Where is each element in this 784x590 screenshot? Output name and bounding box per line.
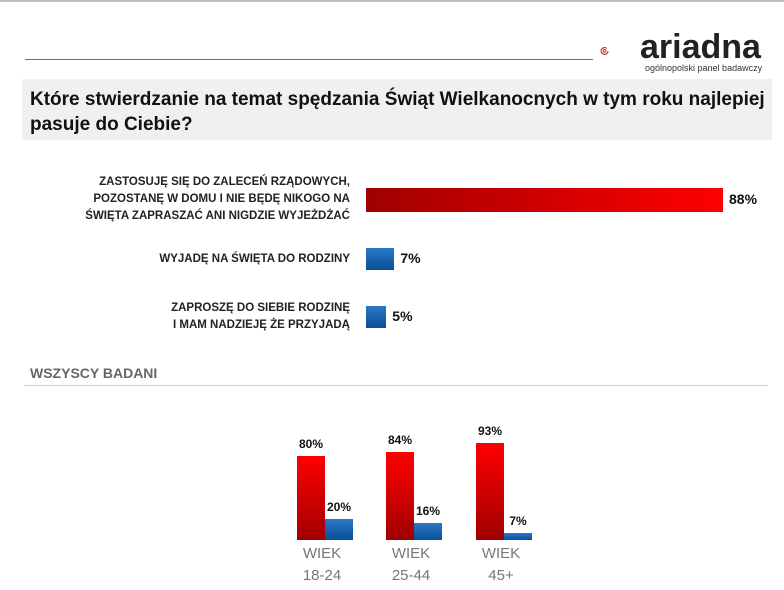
header-rule: [25, 59, 593, 60]
logo-name: ariadna: [640, 28, 761, 66]
section-rule: [24, 385, 768, 386]
ariadna-logo-icon: [600, 47, 609, 55]
logo-tagline: ogólnopolski panel badawczy: [645, 63, 763, 73]
bar: [366, 306, 387, 328]
value-label: 84%: [387, 433, 413, 448]
category-label: ZAPROSZĘ DO SIEBIE RODZINĘ I MAM NADZIEJ…: [171, 302, 350, 331]
value-label: 16%: [415, 504, 441, 519]
bar: [476, 442, 504, 540]
value-label: 88%: [729, 191, 758, 207]
category-label: WIEK 45+: [481, 545, 521, 584]
category-label: WIEK 25-44: [391, 545, 431, 584]
top-border: [0, 0, 784, 2]
value-label: 7%: [509, 513, 527, 528]
bar: [414, 523, 442, 540]
bar: [504, 532, 532, 540]
category-label: WYJADĘ NA ŚWIĘTA DO RODZINY: [159, 253, 350, 265]
section-label: WSZYSCY BADANI: [30, 365, 158, 381]
bar: [366, 248, 395, 270]
category-label: ZASTOSUJĘ SIĘ DO ZALECEŃ RZĄDOWYCH, POZO…: [85, 176, 350, 222]
category-label: WIEK 18-24: [302, 545, 342, 584]
bar: [366, 188, 723, 212]
value-label: 7%: [400, 250, 421, 266]
value-label: 80%: [298, 437, 324, 452]
question-title: Które stwierdzanie na temat spędzania Św…: [22, 79, 772, 140]
value-label: 93%: [477, 423, 503, 438]
value-label: 5%: [392, 308, 413, 324]
bar: [297, 456, 325, 540]
bar: [325, 519, 353, 540]
bar: [386, 452, 414, 540]
value-label: 20%: [326, 500, 352, 515]
